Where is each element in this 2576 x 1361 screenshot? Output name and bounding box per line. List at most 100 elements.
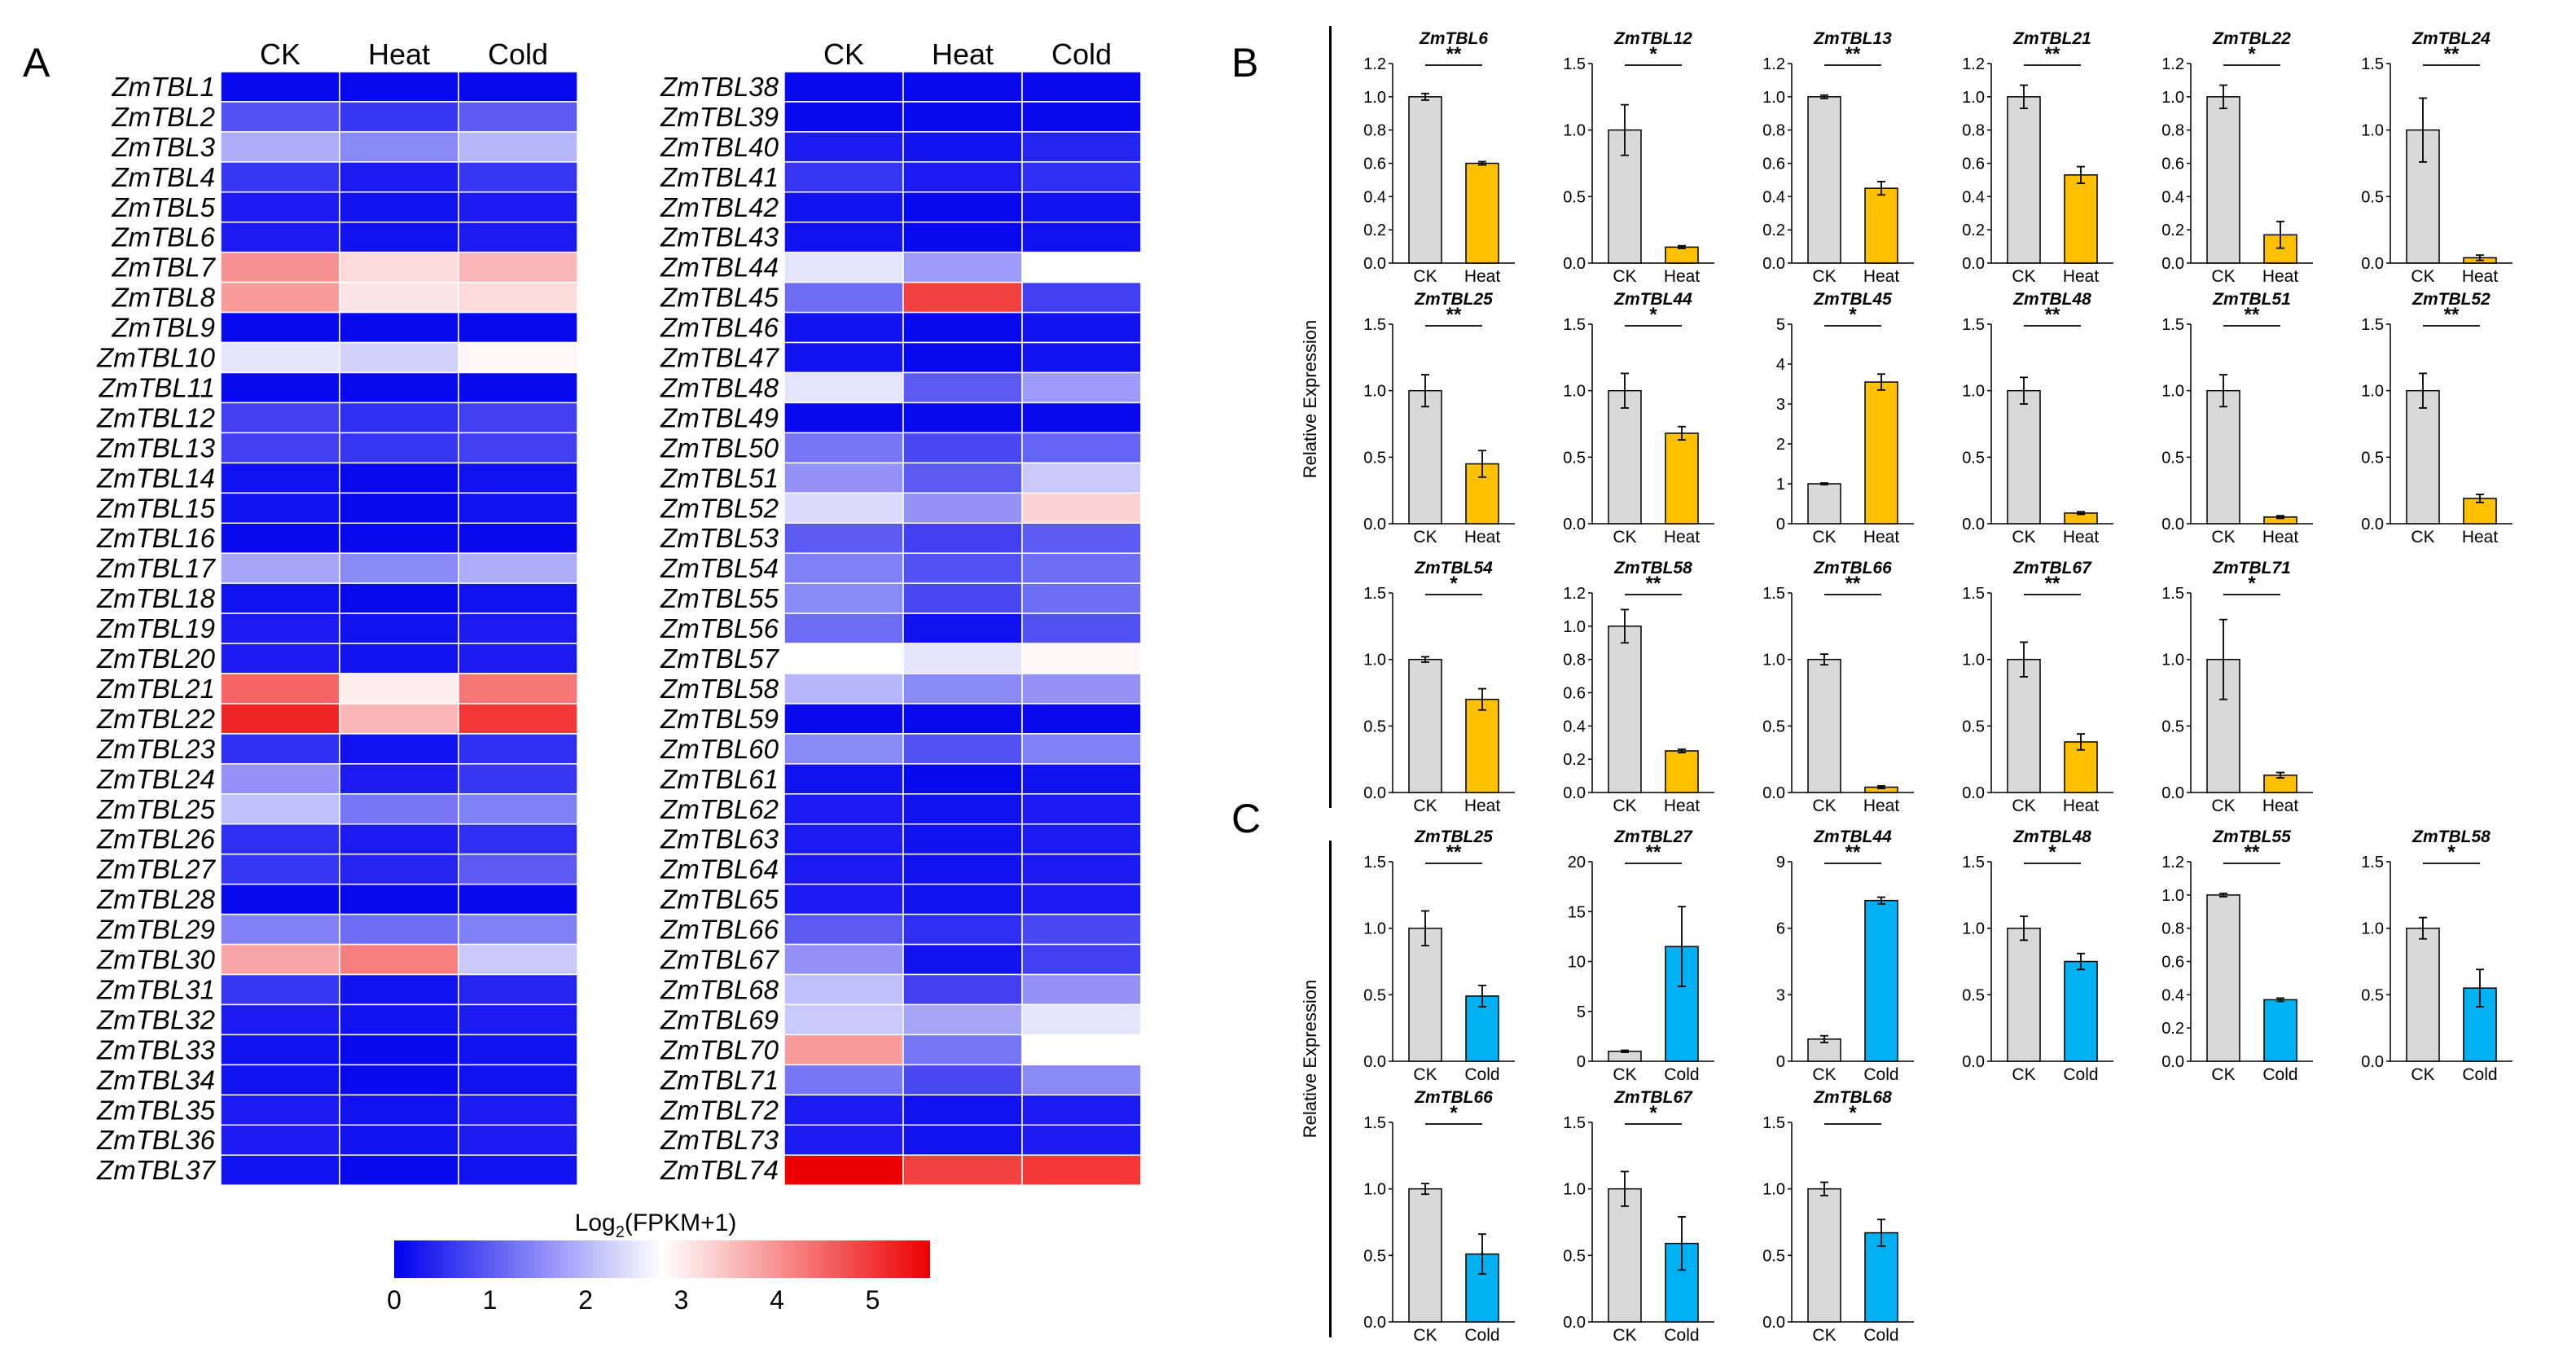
heatmap-cell: [783, 853, 904, 885]
y-tick-label: 1.0: [1363, 383, 1386, 401]
heatmap-cell: [458, 1034, 578, 1066]
y-tick-label: 0.4: [1563, 718, 1586, 735]
x-tick-label: Cold: [1464, 1326, 1499, 1345]
bar-subplot: ZmTBL27 0 5 10 15 20 CK Cold **: [1568, 828, 1714, 1084]
bar-subplot: ZmTBL45 0 1 2 3 4 5 CK Heat *: [1776, 290, 1914, 547]
y-tick-label: 0.0: [1363, 1314, 1386, 1332]
heatmap-cell: [339, 943, 459, 976]
x-tick-label: CK: [1812, 1326, 1836, 1345]
y-tick-label: 1.0: [1762, 652, 1785, 670]
heatmap-cell: [902, 71, 1023, 103]
bar-subplot: ZmTBL48 0.0 0.5 1.0 1.5 CK Heat **: [1962, 290, 2113, 547]
heatmap-cell: [458, 943, 578, 976]
heatmap-column-label: CK: [823, 37, 864, 71]
y-tick-label: 1.0: [2161, 652, 2184, 670]
y-tick-label: 1.5: [1363, 316, 1386, 334]
subplot-title: ZmTBL68: [1813, 1088, 1892, 1107]
y-tick-label: 0.0: [1762, 1314, 1785, 1332]
y-tick-label: 0.4: [2161, 986, 2184, 1004]
y-tick-label: 1.0: [2361, 920, 2384, 938]
significance-marker: *: [2447, 841, 2455, 863]
heatmap-cell: [783, 793, 904, 825]
heatmap-cell: [1021, 161, 1142, 193]
heatmap-cell: [1021, 222, 1142, 253]
bar: [2263, 999, 2297, 1062]
bar: [2007, 658, 2041, 793]
subplot-title: ZmTBL13: [1813, 29, 1892, 48]
significance-marker: **: [2245, 841, 2260, 863]
significance-marker: **: [1446, 43, 1462, 65]
heatmap-row-label: ZmTBL20: [96, 643, 216, 674]
heatmap-cell: [220, 1003, 340, 1036]
heatmap-cell: [220, 643, 340, 674]
subplot-title: ZmTBL25: [1414, 290, 1493, 309]
heatmap-row-label: ZmTBL57: [660, 643, 780, 674]
heatmap-row-label: ZmTBL37: [96, 1155, 217, 1185]
y-tick-label: 1.0: [1762, 89, 1785, 107]
y-tick-label: 6: [1776, 920, 1785, 938]
x-tick-label: Cold: [1464, 1065, 1499, 1084]
y-tick-label: 0.5: [1363, 718, 1386, 735]
heatmap-cell: [220, 131, 340, 163]
y-tick-label: 0.0: [2161, 516, 2184, 533]
y-tick-label: 0.5: [1363, 449, 1386, 467]
heatmap-cell: [339, 432, 459, 464]
y-tick-label: 1: [1776, 476, 1785, 494]
significance-marker: **: [1646, 841, 1661, 863]
heatmap-row-label: ZmTBL55: [660, 583, 779, 613]
heatmap-cell: [1021, 101, 1142, 133]
bar: [1665, 432, 1699, 525]
panel-b-divider: [1329, 26, 1332, 808]
heatmap-row-label: ZmTBL67: [660, 945, 780, 975]
significance-marker: **: [1446, 841, 1462, 863]
heatmap-cell: [220, 913, 340, 946]
heatmap-cell: [220, 823, 340, 855]
heatmap-cell: [220, 973, 340, 1006]
x-tick-label: CK: [2012, 1065, 2035, 1084]
y-tick-label: 0.0: [1363, 784, 1386, 802]
y-tick-label: 0.5: [2361, 986, 2384, 1004]
heatmap-cell: [220, 492, 340, 524]
y-tick-label: 0.8: [1962, 122, 1985, 140]
y-tick-label: 0.0: [2161, 1053, 2184, 1071]
heatmap-cell: [783, 883, 904, 915]
heatmap-row-label: ZmTBL45: [660, 283, 779, 313]
x-tick-label: CK: [2411, 528, 2434, 547]
y-tick-label: 1.5: [2361, 316, 2384, 334]
y-tick-label: 0.5: [1962, 986, 1985, 1004]
y-tick-label: 1.5: [1563, 55, 1586, 73]
subplot-title: ZmTBL55: [2212, 828, 2291, 846]
heatmap-cell: [1021, 582, 1142, 614]
y-tick-label: 1.0: [1363, 920, 1386, 938]
heatmap-cell: [783, 643, 904, 674]
heatmap-cell: [902, 673, 1023, 705]
heatmap-row-label: ZmTBL22: [96, 704, 215, 734]
heatmap-cell: [458, 402, 578, 434]
heatmap-cell: [1021, 913, 1142, 946]
heatmap-cell: [220, 1064, 340, 1096]
heatmap-row-label: ZmTBL10: [96, 343, 216, 373]
x-tick-label: Heat: [1664, 797, 1701, 815]
heatmap-cell: [220, 943, 340, 976]
x-tick-label: Heat: [2262, 797, 2299, 815]
heatmap-cell: [339, 191, 459, 223]
x-tick-label: CK: [1613, 1065, 1636, 1084]
subplot-title: ZmTBL24: [2411, 29, 2490, 48]
heatmap-cell: [1021, 733, 1142, 765]
y-tick-label: 0.6: [1762, 156, 1785, 173]
heatmap-cell: [339, 462, 459, 494]
bar: [1608, 1188, 1642, 1323]
ylabel-panel-b: Relative Expression: [1300, 320, 1320, 478]
bar: [2007, 389, 2041, 525]
y-tick-label: 0.6: [1363, 156, 1386, 173]
heatmap-cell: [220, 883, 340, 915]
heatmap-column-label: Cold: [488, 37, 548, 71]
heatmap-cell: [783, 522, 904, 554]
bar-subplot: ZmTBL22 0.0 0.2 0.4 0.6 0.8 1.0 1.2 CK Heat *: [2161, 29, 2313, 286]
y-tick-label: 1.0: [1962, 920, 1985, 938]
heatmap-cell: [1021, 643, 1142, 674]
y-tick-label: 0: [1776, 1053, 1785, 1071]
y-tick-label: 0.8: [1762, 122, 1785, 140]
y-tick-label: 1.5: [1363, 854, 1386, 871]
heatmap-row-label: ZmTBL1: [111, 72, 215, 102]
